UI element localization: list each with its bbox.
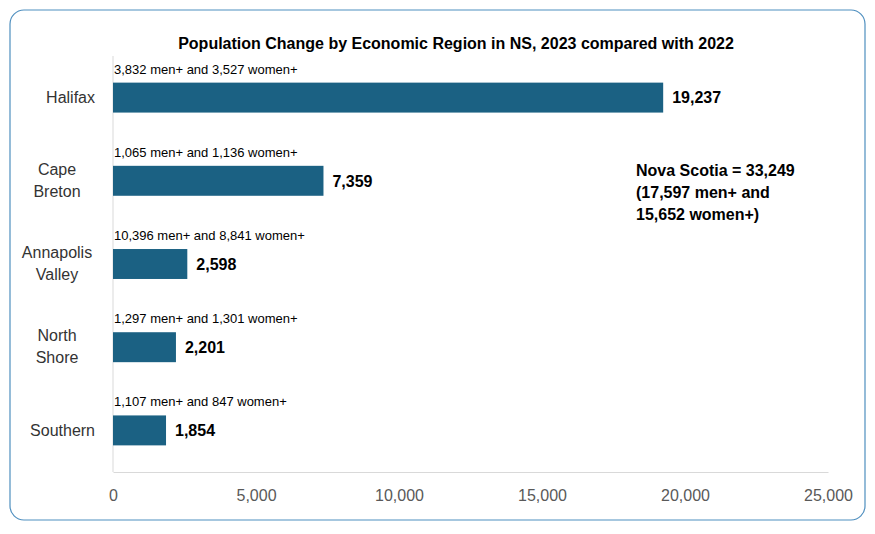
y-tick-label-line: Breton: [33, 183, 80, 200]
bar: [113, 332, 176, 362]
title: Population Change by Economic Region in …: [178, 35, 734, 52]
x-tick-label: 0: [109, 487, 118, 504]
x-tick: 25,000: [804, 472, 853, 504]
y-tick-label-line: North: [37, 327, 76, 344]
data-label: 2,201: [185, 339, 225, 356]
x-tick: 15,000: [518, 472, 567, 504]
x-tick-label: 25,000: [804, 487, 853, 504]
annotation-line: 15,652 women+): [636, 206, 759, 223]
data-label: 2,598: [196, 256, 236, 273]
y-tick-label: North Shore: [36, 327, 79, 366]
bar: [113, 83, 663, 113]
bar-annotations: 3,832 men+ and 3,527 women+ 1,065 men+ an…: [114, 62, 305, 410]
x-tick: 0: [109, 472, 118, 504]
y-tick-label: Annapolis Valley: [22, 244, 92, 283]
annotation-line: Nova Scotia = 33,249: [636, 162, 795, 179]
data-label: 19,237: [672, 89, 721, 106]
bar-annotation: 1,065 men+ and 1,136 women+: [114, 145, 298, 160]
data-label: 7,359: [332, 173, 372, 190]
y-tick: Southern: [30, 422, 113, 439]
chart: Population Change by Economic Region in …: [0, 0, 875, 534]
data-labels: 19,237 7,359 2,598 2,201 1,854: [175, 89, 721, 439]
x-tick-label: 15,000: [518, 487, 567, 504]
x-tick: 20,000: [661, 472, 710, 504]
y-tick-label-line: Shore: [36, 349, 79, 366]
bar: [113, 249, 187, 279]
x-tick-label: 10,000: [375, 487, 424, 504]
x-tick: 5,000: [236, 472, 276, 504]
bar: [113, 415, 166, 445]
y-tick-label: Halifax: [46, 89, 95, 106]
y-tick: Annapolis Valley: [22, 244, 113, 283]
x-tick: 10,000: [375, 472, 424, 504]
bar-annotation: 3,832 men+ and 3,527 women+: [114, 62, 298, 77]
bar-annotation: 1,297 men+ and 1,301 women+: [114, 311, 298, 326]
y-tick-label-line: Annapolis: [22, 244, 92, 261]
x-tick-label: 5,000: [236, 487, 276, 504]
bars: [113, 83, 663, 446]
data-label: 1,854: [175, 422, 215, 439]
chart-frame: [10, 10, 865, 520]
bar-annotation: 1,107 men+ and 847 women+: [114, 394, 287, 409]
annotation: Nova Scotia = 33,249 (17,597 men+ and 15,6…: [636, 162, 795, 223]
x-axis-line: [114, 472, 829, 473]
y-tick: Cape Breton: [33, 161, 113, 200]
y-tick: Halifax: [46, 89, 113, 106]
y-tick: North Shore: [36, 327, 113, 366]
y-axis: Halifax Cape Breton Annapolis Valley North Sho…: [22, 56, 113, 472]
annotation-line: (17,597 men+ and: [636, 184, 770, 201]
bar-annotation: 10,396 men+ and 8,841 women+: [114, 228, 305, 243]
y-tick-label-line: Cape: [38, 161, 76, 178]
y-tick-label-line: Valley: [36, 266, 78, 283]
x-tick-label: 20,000: [661, 487, 710, 504]
y-tick-label: Southern: [30, 422, 95, 439]
bar: [113, 166, 323, 196]
y-tick-label: Cape Breton: [33, 161, 80, 200]
x-axis: 0 5,000 10,000 15,000 20,000 25,000: [109, 472, 853, 504]
